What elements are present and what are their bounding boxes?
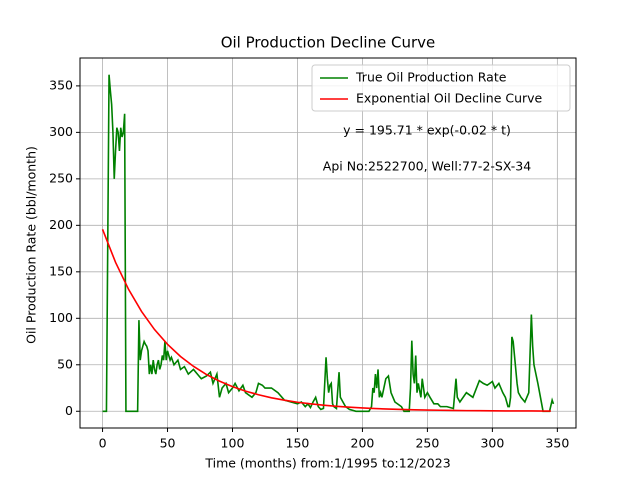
y-tick-label: 100 bbox=[49, 310, 73, 325]
y-tick-label: 0 bbox=[65, 403, 73, 418]
annotation: Api No:2522700, Well:77-2-SX-34 bbox=[323, 159, 531, 174]
y-tick-label: 350 bbox=[49, 77, 73, 92]
y-tick-label: 300 bbox=[49, 124, 73, 139]
x-tick-label: 250 bbox=[415, 436, 439, 451]
legend-label: Exponential Oil Decline Curve bbox=[356, 91, 543, 106]
legend-box bbox=[311, 64, 571, 112]
annotation: y = 195.71 * exp(-0.02 * t) bbox=[343, 123, 511, 138]
series-line bbox=[101, 229, 551, 412]
x-tick-label: 350 bbox=[545, 436, 569, 451]
y-axis-label: Oil Production Rate (bbl/month) bbox=[24, 146, 39, 344]
x-tick-label: 300 bbox=[480, 436, 504, 451]
x-tick-label: 50 bbox=[160, 436, 176, 451]
x-tick-label: 100 bbox=[221, 436, 245, 451]
series-line bbox=[102, 74, 555, 413]
legend-label: True Oil Production Rate bbox=[355, 70, 507, 85]
x-axis-label: Time (months) from:1/1995 to:12/2023 bbox=[204, 456, 450, 471]
y-tick-label: 200 bbox=[49, 217, 73, 232]
y-tick-label: 250 bbox=[49, 170, 73, 185]
chart-title: Oil Production Decline Curve bbox=[221, 34, 436, 52]
y-tick-label: 50 bbox=[57, 356, 73, 371]
y-tick-label: 150 bbox=[49, 263, 73, 278]
plot-frame bbox=[79, 57, 577, 429]
x-tick-label: 0 bbox=[99, 436, 107, 451]
x-tick-label: 200 bbox=[351, 436, 375, 451]
x-tick-label: 150 bbox=[286, 436, 310, 451]
